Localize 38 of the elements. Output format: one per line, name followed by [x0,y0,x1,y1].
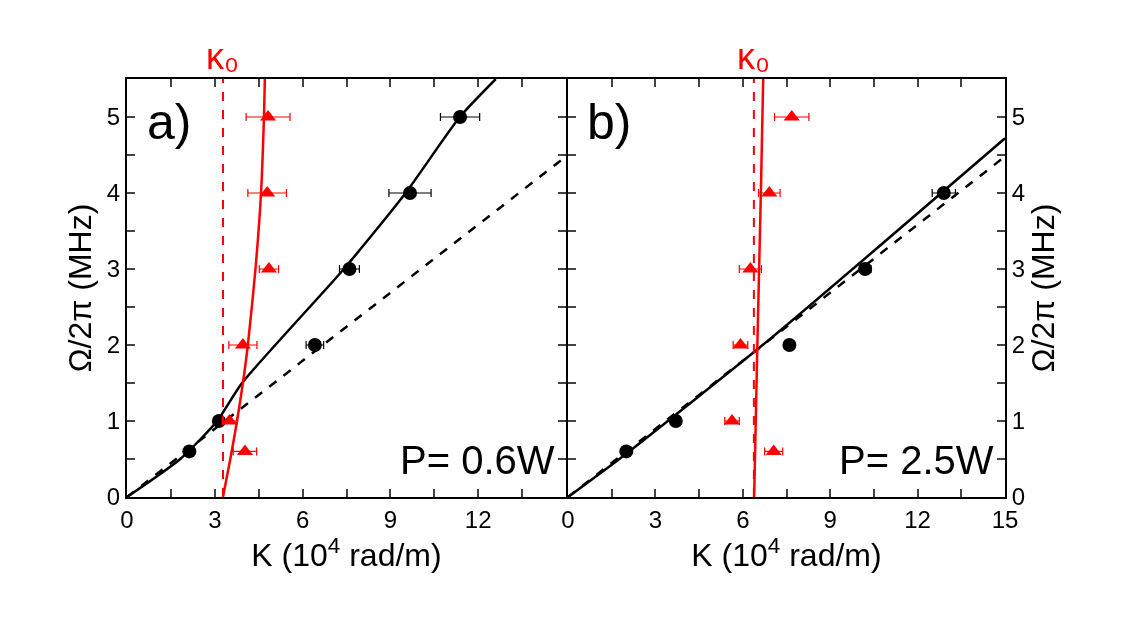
x-tick-label: 3 [648,505,663,533]
y-tick-label: 5 [1011,103,1026,131]
annotation: P= 0.6W [400,438,555,482]
point [936,186,951,200]
point [619,444,634,459]
x-tick-label: 9 [823,505,837,533]
x-tick-label: 12 [464,505,492,533]
x-axis-title: K (10$^{4}$ rad/m) [691,532,882,574]
point [453,110,468,124]
y-axis-title: Ω/2π (MHz) [61,203,98,373]
y-tick-label: 5 [106,103,121,131]
y-tick-label: 0 [106,483,121,511]
x-tick-label: 12 [904,505,931,533]
point [782,338,797,352]
y-tick-label: 3 [1011,255,1026,283]
y-tick-label: 4 [1011,179,1026,207]
point [182,444,197,459]
point [668,414,683,428]
ref-line-label: κ₀ [206,36,239,77]
y-tick-label: 1 [106,407,121,435]
ref-line-label: κ₀ [737,36,770,77]
x-tick-label: 3 [208,505,222,533]
x-tick-label: 6 [736,505,750,533]
point [403,186,418,200]
y-axis-title: Ω/2π (MHz) [1025,203,1062,373]
x-tick-label: 0 [561,505,575,533]
y-tick-label: 4 [106,179,121,207]
x-axis-title: K (10$^{4}$ rad/m) [251,532,442,574]
y-tick-label: 2 [1011,331,1026,359]
x-tick-label: 9 [383,505,398,533]
y-tick-label: 3 [106,255,121,283]
annotation: b) [587,94,632,150]
annotation: P= 2.5W [839,438,994,482]
point [342,262,357,276]
annotation: a) [147,94,192,150]
y-tick-label: 2 [106,331,121,359]
x-tick-label: 6 [295,505,310,533]
y-tick-label: 1 [1011,407,1026,435]
